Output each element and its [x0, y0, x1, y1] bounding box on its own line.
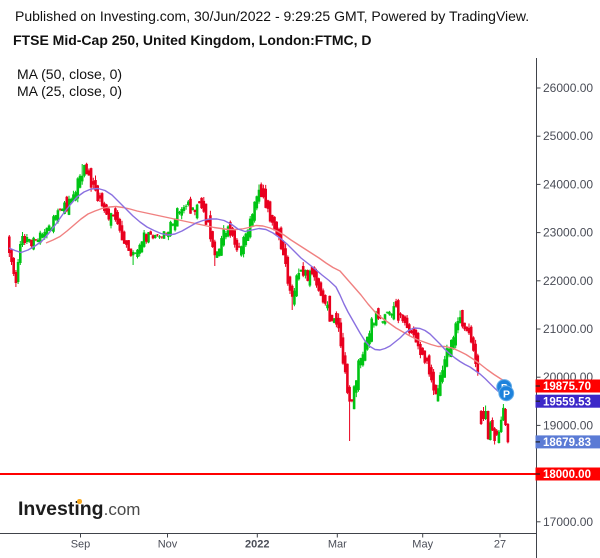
svg-text:Mar: Mar [328, 539, 347, 551]
svg-text:21000.00: 21000.00 [543, 322, 593, 336]
svg-text:27: 27 [494, 539, 506, 551]
svg-text:24000.00: 24000.00 [543, 177, 593, 191]
svg-text:26000.00: 26000.00 [543, 81, 593, 95]
svg-text:Sep: Sep [71, 539, 91, 551]
svg-text:2022: 2022 [245, 539, 269, 551]
svg-text:19559.53: 19559.53 [543, 396, 591, 408]
svg-text:Nov: Nov [158, 539, 178, 551]
svg-text:18679.83: 18679.83 [543, 437, 591, 449]
svg-text:18000.00: 18000.00 [543, 469, 591, 481]
svg-text:19875.70: 19875.70 [543, 381, 591, 393]
svg-text:P: P [503, 388, 510, 400]
svg-text:17000.00: 17000.00 [543, 515, 593, 529]
svg-text:May: May [412, 539, 433, 551]
svg-text:22000.00: 22000.00 [543, 274, 593, 288]
svg-text:25000.00: 25000.00 [543, 129, 593, 143]
svg-text:23000.00: 23000.00 [543, 226, 593, 240]
svg-text:19000.00: 19000.00 [543, 418, 593, 432]
